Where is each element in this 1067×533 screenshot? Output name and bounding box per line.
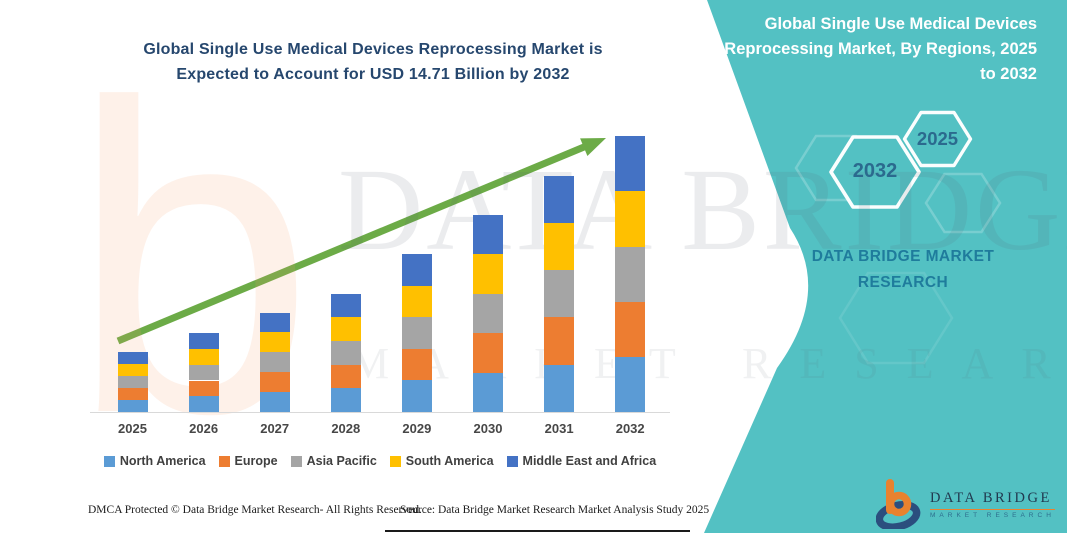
bar-segment-north-america-2028	[330, 388, 361, 412]
x-axis-label-2027: 2027	[260, 421, 290, 436]
bar-segment-middle-east-and-africa-2031	[544, 175, 575, 223]
bar-segment-north-america-2030	[473, 372, 503, 412]
bar-segment-north-america-2031	[544, 364, 575, 412]
bar-segment-asia-pacific-2028	[330, 341, 361, 365]
bar-segment-middle-east-and-africa-2030	[473, 215, 503, 255]
badge-year-2032: 2032	[852, 160, 898, 182]
bar-segment-north-america-2025	[117, 400, 148, 412]
brand-name-text: DATA BRIDGE MARKET RESEARCH	[811, 248, 995, 291]
bar-segment-north-america-2026	[188, 396, 219, 412]
bar-segment-south-america-2031	[544, 222, 575, 271]
legend-item-north-america: North America	[103, 454, 206, 468]
stacked-bar-chart: 2025 2026 2027 2028 2029 2030 2031 2032	[90, 125, 670, 436]
source-note: Source: Data Bridge Market Research Mark…	[400, 504, 710, 516]
bar-segment-asia-pacific-2026	[188, 364, 219, 381]
bar-segment-south-america-2032	[615, 191, 646, 247]
legend-item-south-america: South America	[389, 454, 494, 468]
bar-segment-middle-east-and-africa-2025	[117, 351, 148, 364]
bar-segment-middle-east-and-africa-2028	[330, 293, 361, 318]
x-axis-label-2029: 2029	[402, 421, 432, 436]
bar-segment-asia-pacific-2031	[544, 270, 575, 318]
bar-segment-asia-pacific-2032	[615, 246, 646, 302]
bar-segment-europe-2027	[259, 372, 290, 393]
bar-segment-asia-pacific-2027	[259, 352, 290, 373]
data-bridge-logo: DATA BRIDGE MARKET RESEARCH	[876, 479, 1055, 529]
bar-segment-south-america-2030	[473, 254, 503, 294]
bar-segment-north-america-2027	[259, 392, 290, 412]
x-axis-label-2028: 2028	[331, 421, 361, 436]
dmca-notice: DMCA Protected © Data Bridge Market Rese…	[88, 504, 422, 516]
bottom-divider	[385, 530, 690, 532]
bar-segment-asia-pacific-2025	[117, 376, 148, 388]
x-axis-label-2030: 2030	[473, 421, 503, 436]
chart-title: Global Single Use Medical Devices Reproc…	[143, 41, 603, 83]
bar-segment-asia-pacific-2030	[473, 293, 503, 334]
trend-arrow-head-icon	[580, 138, 606, 156]
data-bridge-logo-mark-icon	[876, 479, 921, 529]
bar-segment-europe-2032	[615, 301, 646, 357]
legend-item-asia-pacific: Asia Pacific	[290, 454, 377, 468]
logo-name-text: DATA BRIDGE	[930, 490, 1055, 510]
bar-segment-north-america-2029	[401, 380, 432, 412]
bar-segment-europe-2026	[188, 380, 219, 397]
bar-segment-europe-2028	[330, 364, 361, 389]
hexagon-2025-icon	[902, 110, 973, 168]
bar-segment-south-america-2025	[117, 363, 148, 376]
legend-swatch-north-america	[103, 455, 115, 467]
legend-item-europe: Europe	[218, 454, 278, 468]
x-axis-label-2026: 2026	[189, 421, 219, 436]
bar-segment-europe-2030	[473, 333, 503, 373]
x-axis-label-2031: 2031	[544, 421, 574, 436]
legend-item-middle-east-and-africa: Middle East and Africa	[506, 454, 657, 468]
faint-hexagon-icon	[924, 172, 1002, 234]
legend-swatch-south-america	[389, 455, 401, 467]
legend-label-middle-east-and-africa: Middle East and Africa	[522, 454, 657, 468]
teal-side-panel	[704, 0, 1067, 533]
logo-wordmark: DATA BRIDGE MARKET RESEARCH	[930, 490, 1055, 519]
legend-label-europe: Europe	[234, 454, 278, 468]
legend-swatch-asia-pacific	[290, 455, 302, 467]
bar-segment-asia-pacific-2029	[401, 317, 432, 349]
logo-tagline-text: MARKET RESEARCH	[930, 511, 1055, 519]
legend-label-north-america: North America	[119, 454, 206, 468]
hexagon-2032-icon	[829, 135, 921, 209]
bar-segment-middle-east-and-africa-2027	[259, 312, 290, 333]
legend-swatch-middle-east-and-africa	[506, 455, 518, 467]
legend-swatch-europe	[218, 455, 230, 467]
bar-segment-middle-east-and-africa-2029	[401, 254, 432, 286]
bar-segment-europe-2031	[544, 317, 575, 365]
bar-segment-middle-east-and-africa-2026	[188, 333, 219, 349]
bar-segment-europe-2029	[401, 348, 432, 381]
bar-segment-middle-east-and-africa-2032	[615, 136, 646, 192]
bar-segment-north-america-2032	[615, 356, 646, 412]
bar-segment-south-america-2029	[401, 285, 432, 318]
faint-hexagon-icon	[838, 271, 954, 365]
legend-label-asia-pacific: Asia Pacific	[306, 454, 377, 468]
bar-segment-south-america-2027	[259, 332, 290, 353]
trend-arrow-line	[116, 143, 586, 345]
legend-label-south-america: South America	[405, 454, 494, 468]
x-axis-label-2025: 2025	[118, 421, 147, 436]
badge-year-2025: 2025	[916, 128, 959, 149]
side-panel-title: Global Single Use Medical Devices Reproc…	[724, 15, 1037, 83]
x-axis-label-2032: 2032	[615, 421, 645, 436]
bar-segment-south-america-2026	[188, 348, 219, 365]
bar-segment-south-america-2028	[330, 317, 361, 342]
bar-segment-europe-2025	[117, 388, 148, 400]
chart-legend: North America Europe Asia Pacific South Ame…	[85, 454, 675, 468]
